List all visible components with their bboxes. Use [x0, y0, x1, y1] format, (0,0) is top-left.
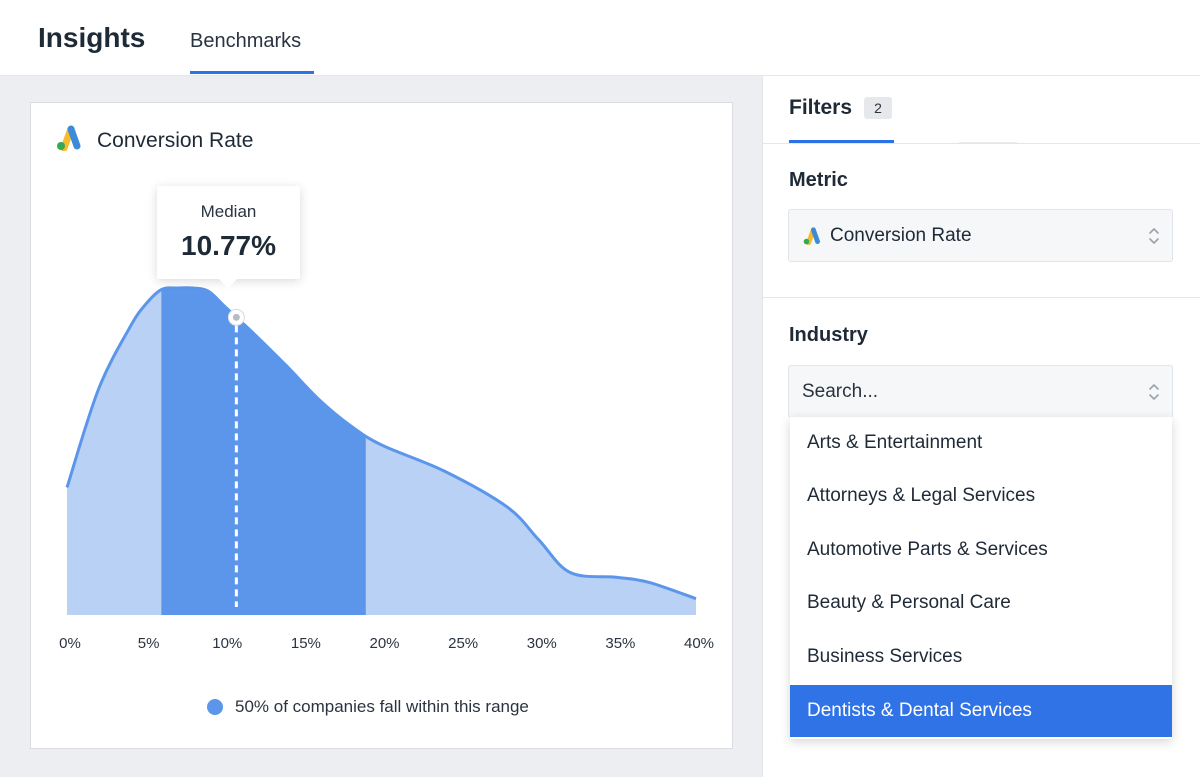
metric-title: Metric — [789, 169, 848, 191]
card-header: Conversion Rate — [55, 125, 253, 156]
metric-select[interactable]: Conversion Rate — [788, 209, 1173, 262]
google-ads-icon — [55, 125, 83, 156]
industry-title: Industry — [789, 324, 868, 346]
chevron-up-down-icon — [1148, 224, 1160, 253]
card-title: Conversion Rate — [97, 128, 254, 152]
industry-search-input[interactable]: Search... — [788, 365, 1173, 418]
tab-divider-segment — [959, 142, 1017, 143]
filters-count-badge: 2 — [864, 97, 893, 119]
page-title: Insights — [38, 22, 146, 53]
distribution-chart: 0% 5% 10% 15% 20% 25% 30% 35% 40% — [59, 286, 714, 652]
industry-search-placeholder: Search... — [802, 380, 879, 402]
industry-option-dentists[interactable]: Dentists & Dental Services — [790, 685, 1172, 737]
industry-option-business[interactable]: Business Services — [807, 646, 963, 667]
industry-option-automotive[interactable]: Automotive Parts & Services — [807, 539, 1048, 560]
x-tick-label: 15% — [291, 635, 321, 652]
tab-divider — [763, 143, 1200, 144]
industry-option-attorneys[interactable]: Attorneys & Legal Services — [807, 485, 1036, 506]
top-bar: Insights Benchmarks — [0, 0, 1200, 76]
industry-option-arts[interactable]: Arts & Entertainment — [807, 432, 983, 453]
tab-benchmarks[interactable]: Benchmarks — [190, 30, 302, 52]
legend-text: 50% of companies fall within this range — [235, 697, 529, 716]
chart-pane: Conversion Rate 0% 5% 10% 15% 20% 25% 30% 35% 40… — [0, 76, 762, 777]
tooltip-value: 10.77% — [181, 230, 276, 261]
chevron-up-down-icon — [1148, 380, 1160, 409]
middle-50-percent-range — [161, 287, 366, 615]
industry-option-beauty[interactable]: Beauty & Personal Care — [807, 592, 1011, 613]
industry-dropdown: Arts & Entertainment Attorneys & Legal S… — [790, 417, 1172, 739]
google-ads-icon — [802, 226, 822, 245]
tooltip-label: Median — [200, 202, 257, 221]
tab-active-indicator — [190, 71, 314, 74]
x-tick-label: 0% — [59, 635, 81, 652]
x-tick-label: 25% — [448, 635, 478, 652]
filters-tab-indicator — [789, 140, 894, 143]
chart-legend: 50% of companies fall within this range — [207, 697, 529, 717]
x-tick-label: 40% — [684, 635, 714, 652]
x-tick-label: 20% — [369, 635, 399, 652]
x-tick-label: 5% — [138, 635, 160, 652]
x-tick-label: 35% — [605, 635, 635, 652]
legend-dot-icon — [207, 699, 223, 715]
chart-card: Conversion Rate 0% 5% 10% 15% 20% 25% 30% 35% 40… — [30, 102, 733, 749]
median-point-center — [232, 313, 240, 321]
x-tick-label: 10% — [212, 635, 242, 652]
metric-select-value: Conversion Rate — [830, 224, 972, 246]
median-tooltip: Median 10.77% — [157, 186, 300, 288]
filters-panel: Filters 2 Metric Conversion Rate Industr… — [762, 76, 1200, 777]
tab-filters[interactable]: Filters 2 — [789, 96, 893, 120]
x-tick-label: 30% — [527, 635, 557, 652]
section-divider — [763, 297, 1200, 298]
filters-tab-label: Filters — [789, 96, 853, 119]
distribution-line — [65, 286, 697, 601]
